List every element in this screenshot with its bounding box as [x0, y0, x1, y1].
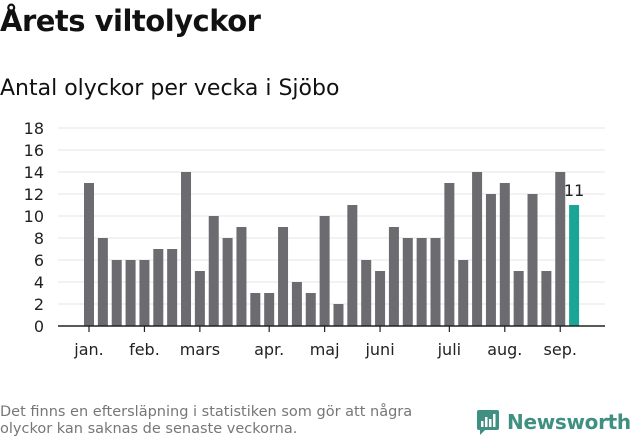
- bar: [472, 172, 483, 326]
- bar: [84, 183, 94, 326]
- bar: [458, 260, 469, 326]
- bar: [527, 194, 538, 326]
- bar-current-week: [569, 205, 580, 326]
- bar: [111, 260, 122, 326]
- bar: [541, 271, 552, 326]
- newsworthy-icon: [477, 410, 499, 435]
- bar: [319, 216, 330, 326]
- chart-title: Årets viltolyckor: [0, 4, 261, 38]
- bar: [181, 172, 192, 326]
- bar: [236, 227, 247, 326]
- bar: [167, 249, 178, 326]
- bar: [499, 183, 510, 326]
- y-tick-label: 12: [24, 185, 44, 204]
- bar: [444, 183, 455, 326]
- brand-name: Newsworthy: [507, 410, 631, 434]
- y-tick-label: 4: [34, 273, 44, 292]
- bar: [402, 238, 413, 326]
- bar: [430, 238, 441, 326]
- bar: [278, 227, 289, 326]
- bar: [208, 216, 219, 326]
- x-tick-label: juni: [364, 340, 394, 359]
- x-tick-label: aug.: [487, 340, 522, 359]
- x-tick-label: jan.: [73, 340, 103, 359]
- y-tick-label: 14: [24, 163, 44, 182]
- bar: [264, 293, 275, 326]
- newsworthy-logo[interactable]: Newsworthy: [476, 408, 631, 436]
- bar: [153, 249, 164, 326]
- y-tick-label: 10: [24, 207, 44, 226]
- bar: [125, 260, 136, 326]
- chart-subtitle: Antal olyckor per vecka i Sjöbo: [0, 76, 340, 101]
- y-tick-label: 16: [24, 141, 44, 160]
- x-tick-label: feb.: [129, 340, 160, 359]
- bar: [139, 260, 150, 326]
- bar: [305, 293, 316, 326]
- bar-chart: 0 2 4 6 8 10 12 14 16 18 11 jan. feb. mars apr. maj juni…: [24, 119, 605, 359]
- y-tick-label: 2: [34, 295, 44, 314]
- y-tick-label: 18: [24, 119, 44, 138]
- y-tick-label: 6: [34, 251, 44, 270]
- bar: [97, 238, 108, 326]
- bar: [250, 293, 261, 326]
- y-tick-label: 0: [34, 317, 44, 336]
- bar: [194, 271, 205, 326]
- footnote: Det finns en eftersläpning i statistiken…: [0, 404, 413, 437]
- data-label-current-week: 11: [564, 181, 584, 200]
- bar: [333, 304, 344, 326]
- bar: [361, 260, 372, 326]
- x-tick-label: apr.: [254, 340, 284, 359]
- x-tick-label: juli: [437, 340, 461, 359]
- bar: [388, 227, 399, 326]
- bar: [375, 271, 386, 326]
- x-tick-label: maj: [310, 340, 340, 359]
- y-tick-label: 8: [34, 229, 44, 248]
- bar: [485, 194, 496, 326]
- bar: [347, 205, 358, 326]
- bar: [416, 238, 427, 326]
- bar: [291, 282, 302, 326]
- bar: [222, 238, 233, 326]
- x-tick-label: sep.: [544, 340, 577, 359]
- x-tick-label: mars: [180, 340, 220, 359]
- bar: [513, 271, 524, 326]
- bar: [555, 172, 566, 326]
